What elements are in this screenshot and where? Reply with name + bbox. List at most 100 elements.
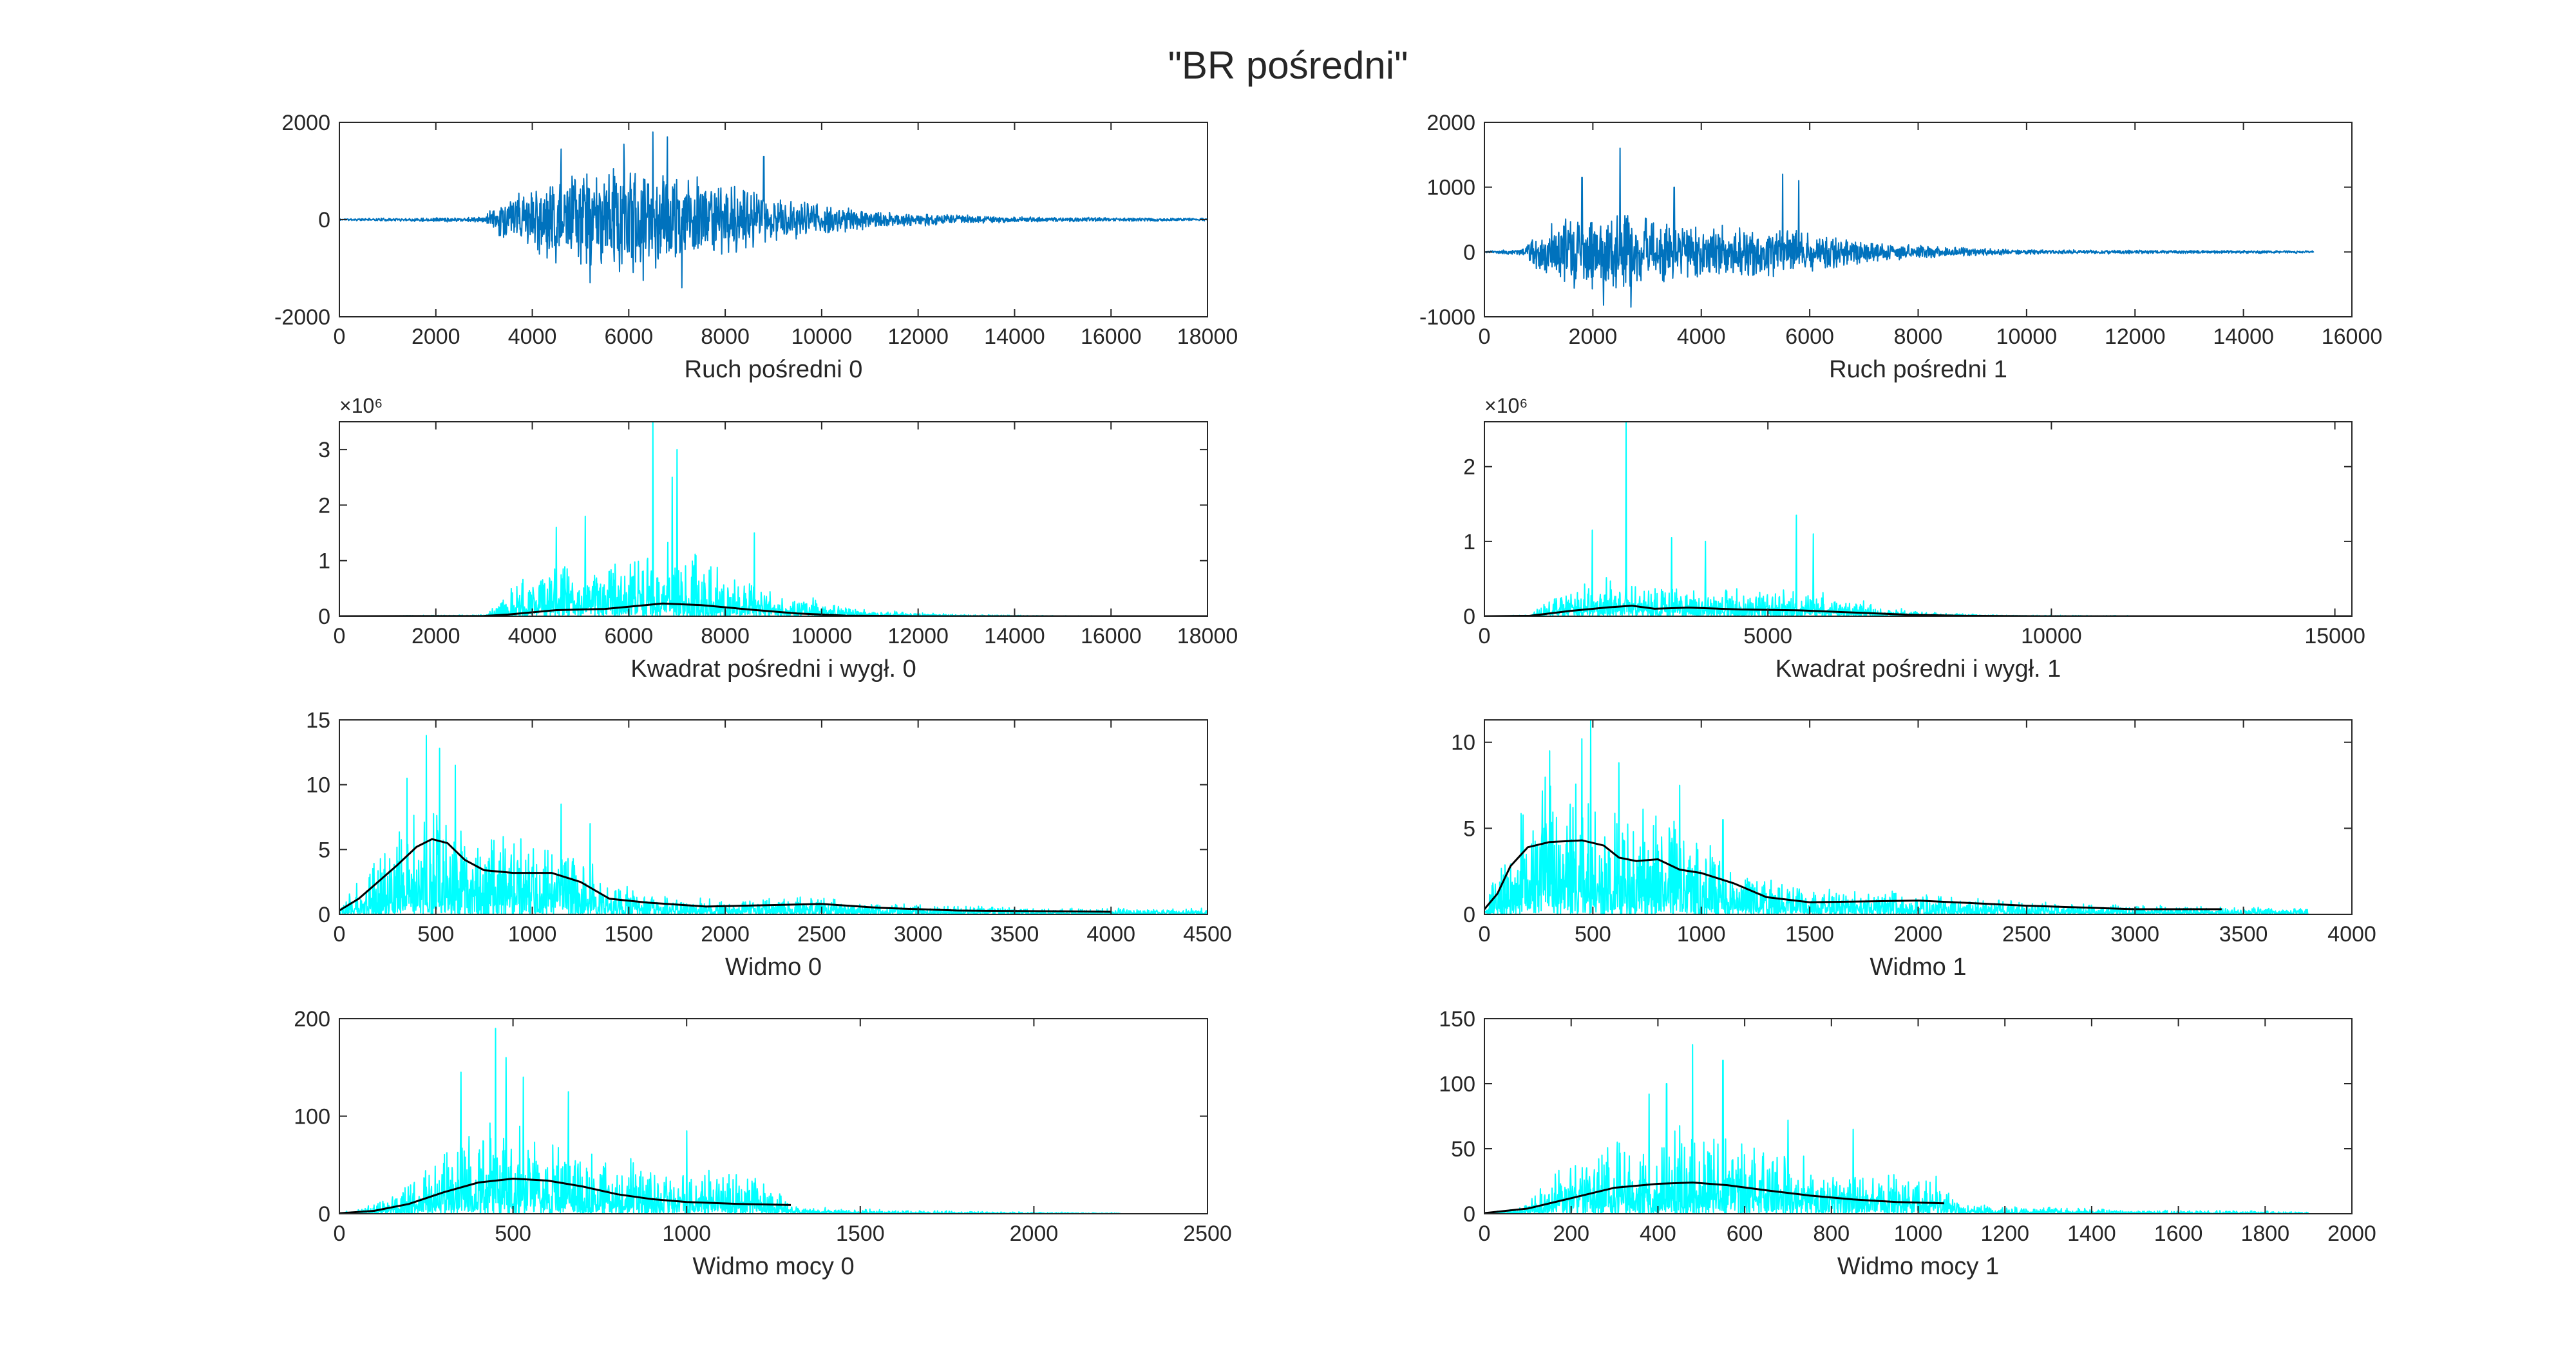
x-tick-label: 2000 bbox=[412, 325, 460, 349]
x-tick-label: 2000 bbox=[1010, 1221, 1059, 1246]
x-tick-label: 2000 bbox=[1569, 325, 1618, 349]
x-tick-label: 5000 bbox=[1743, 624, 1792, 648]
y-tick-label: 0 bbox=[318, 605, 330, 629]
x-tick-label: 4000 bbox=[1677, 325, 1726, 349]
x-tick-label: 3000 bbox=[894, 922, 943, 947]
x-tick-label: 0 bbox=[334, 1221, 346, 1246]
x-tick-label: 6000 bbox=[1785, 325, 1834, 349]
x-tick-label: 16000 bbox=[1081, 325, 1142, 349]
x-tick-label: 2500 bbox=[797, 922, 846, 947]
x-tick-label: 1600 bbox=[2154, 1221, 2203, 1246]
x-tick-label: 16000 bbox=[2322, 325, 2383, 349]
subplot-moc0: 0 500 1000 1500 2000 2500 0 100 200 Widmo mocy 0 bbox=[294, 1007, 1232, 1280]
x-tick-label: 800 bbox=[1813, 1221, 1850, 1246]
y-tick-label: 2 bbox=[318, 493, 330, 518]
x-tick-label: 4000 bbox=[2327, 922, 2376, 947]
x-tick-label: 3500 bbox=[2219, 922, 2268, 947]
x-tick-label: 400 bbox=[1640, 1221, 1676, 1246]
x-tick-label: 10000 bbox=[791, 624, 853, 648]
x-tick-label: 200 bbox=[1553, 1221, 1589, 1246]
x-tick-label: 1800 bbox=[2240, 1221, 2289, 1246]
subplot-widmo1: 0 500 1000 1500 2000 2500 3000 3500 4000 0 5 10 Widm… bbox=[1451, 719, 2376, 981]
x-tick-label: 10000 bbox=[2021, 624, 2082, 648]
y-exponent-label: ×10⁶ bbox=[339, 394, 383, 417]
series-smooth-line bbox=[1484, 839, 2222, 910]
subplot-ruch0: 0 2000 4000 6000 8000 10000 12000 14000 16000 180… bbox=[274, 111, 1238, 383]
x-tick-label: 1000 bbox=[508, 922, 557, 947]
x-tick-label: 18000 bbox=[1177, 624, 1238, 648]
series-smooth-line bbox=[339, 1177, 791, 1214]
y-tick-label: 15 bbox=[306, 708, 330, 733]
x-axis-label: Widmo 0 bbox=[725, 954, 822, 981]
x-tick-label: 6000 bbox=[605, 624, 654, 648]
series-signal-line bbox=[1484, 147, 2315, 308]
y-tick-label: 100 bbox=[1439, 1072, 1475, 1097]
y-tick-label: 1000 bbox=[1426, 176, 1475, 200]
x-tick-label: 1000 bbox=[1677, 922, 1726, 947]
x-tick-label: 10000 bbox=[1996, 325, 2058, 349]
x-tick-label: 500 bbox=[495, 1221, 531, 1246]
y-tick-label: 150 bbox=[1439, 1007, 1475, 1032]
y-tick-label: 10 bbox=[306, 773, 330, 798]
x-tick-label: 15000 bbox=[2304, 624, 2365, 648]
x-tick-label: 1000 bbox=[1894, 1221, 1943, 1246]
y-tick-label: 2000 bbox=[281, 111, 330, 135]
subplot-widmo0: 0 500 1000 1500 2000 2500 3000 3500 4000 4500 0 5 10… bbox=[306, 708, 1232, 981]
axes-box bbox=[339, 421, 1208, 617]
series-smooth-line bbox=[339, 838, 1112, 913]
x-axis-label: Widmo mocy 1 bbox=[1837, 1253, 1999, 1280]
y-exponent-label: ×10⁶ bbox=[1484, 394, 1528, 417]
x-tick-label: 12000 bbox=[2105, 325, 2166, 349]
y-tick-label: 3 bbox=[318, 438, 330, 462]
y-tick-label: 5 bbox=[1463, 816, 1475, 841]
x-tick-label: 0 bbox=[1479, 325, 1491, 349]
x-tick-label: 3500 bbox=[990, 922, 1039, 947]
x-tick-label: 1000 bbox=[662, 1221, 711, 1246]
x-tick-label: 1500 bbox=[836, 1221, 885, 1246]
subplot-grid: 0 2000 4000 6000 8000 10000 12000 14000 16000 180… bbox=[274, 111, 2382, 1280]
y-tick-label: 2000 bbox=[1426, 111, 1475, 135]
x-tick-label: 1500 bbox=[605, 922, 654, 947]
x-tick-label: 4000 bbox=[508, 325, 557, 349]
x-tick-label: 2500 bbox=[2002, 922, 2051, 947]
x-tick-label: 14000 bbox=[2213, 325, 2274, 349]
x-tick-label: 0 bbox=[334, 922, 346, 947]
y-tick-label: 0 bbox=[1463, 240, 1475, 265]
y-tick-label: 1 bbox=[318, 549, 330, 574]
x-axis-label: Widmo 1 bbox=[1870, 954, 1967, 981]
plot-area bbox=[339, 735, 1208, 914]
y-tick-label: 0 bbox=[1463, 1202, 1475, 1227]
figure-title: "BR pośredni" bbox=[1168, 44, 1408, 87]
y-tick-label: -2000 bbox=[274, 305, 330, 330]
y-tick-label: 50 bbox=[1451, 1137, 1475, 1162]
series-smooth-line bbox=[1484, 1181, 1944, 1214]
y-tick-label: 0 bbox=[318, 1202, 330, 1227]
x-tick-label: 2000 bbox=[2327, 1221, 2376, 1246]
x-axis-label: Kwadrat pośredni i wygł. 1 bbox=[1776, 655, 2061, 683]
x-tick-label: 12000 bbox=[887, 624, 949, 648]
x-tick-label: 12000 bbox=[887, 325, 949, 349]
subplot-kwadrat1: 0 5000 10000 15000 0 1 2 ×10⁶ Kwadrat pośredni i… bbox=[1463, 394, 2365, 683]
x-tick-label: 500 bbox=[417, 922, 454, 947]
x-tick-label: 1500 bbox=[1785, 922, 1834, 947]
series-raw-line bbox=[1484, 720, 2309, 914]
x-tick-label: 4500 bbox=[1183, 922, 1232, 947]
x-tick-label: 2000 bbox=[412, 624, 460, 648]
axes-box bbox=[339, 719, 1208, 915]
x-axis-label: Ruch pośredni 0 bbox=[685, 356, 863, 383]
y-tick-label: 2 bbox=[1463, 455, 1475, 480]
x-tick-label: 8000 bbox=[1894, 325, 1943, 349]
x-tick-label: 14000 bbox=[984, 325, 1045, 349]
x-axis-label: Ruch pośredni 1 bbox=[1829, 356, 2007, 383]
plot-area bbox=[1484, 147, 2315, 308]
series-signal-line bbox=[339, 131, 1208, 288]
x-tick-label: 8000 bbox=[701, 624, 750, 648]
x-tick-label: 2000 bbox=[1894, 922, 1943, 947]
x-tick-label: 8000 bbox=[701, 325, 750, 349]
y-tick-label: 1 bbox=[1463, 530, 1475, 554]
y-tick-label: 200 bbox=[294, 1007, 330, 1032]
x-tick-label: 2000 bbox=[701, 922, 750, 947]
x-tick-label: 0 bbox=[1479, 1221, 1491, 1246]
x-tick-label: 1400 bbox=[2067, 1221, 2116, 1246]
